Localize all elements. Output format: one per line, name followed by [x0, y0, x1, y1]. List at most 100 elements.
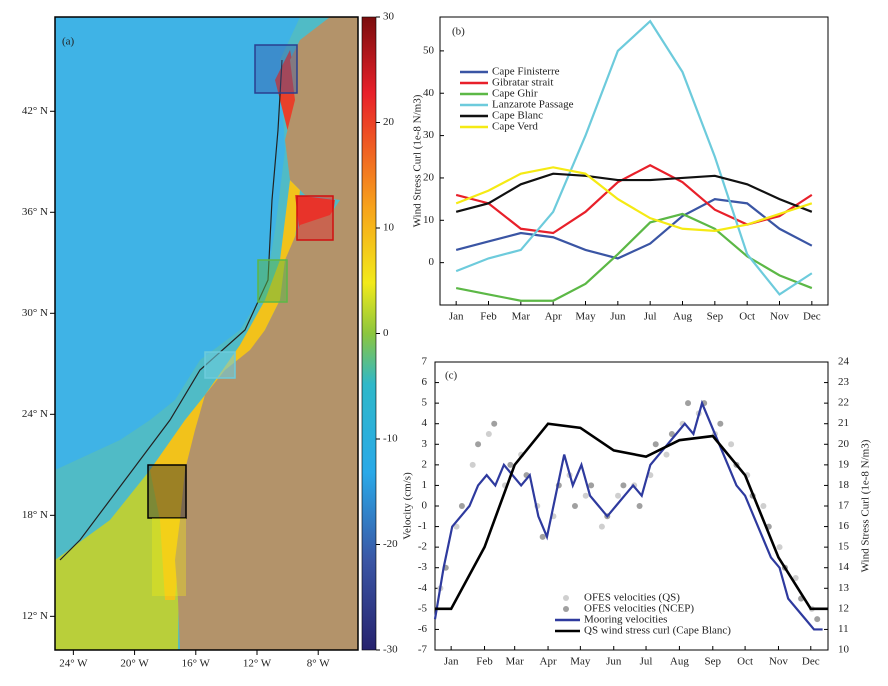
scatter-point — [453, 523, 460, 530]
legend-label: Cape Blanc — [492, 110, 543, 122]
scatter-point — [728, 441, 735, 448]
legend-label: Cape Ghir — [492, 88, 538, 100]
y-tick-label: 36° N — [22, 206, 48, 218]
panel-label: (c) — [445, 370, 458, 382]
scatter-point — [615, 492, 622, 499]
x-tick-label: Mar — [512, 311, 531, 323]
legend-label: Cape Finisterre — [492, 66, 560, 78]
y-tick-label: 12° N — [22, 610, 48, 622]
y2-tick-label: 19 — [838, 458, 850, 470]
y2-tick-label: 10 — [838, 644, 850, 656]
x-tick-label: Oct — [739, 311, 755, 323]
contour — [59, 59, 283, 561]
y-tick-label: 30° N — [22, 307, 48, 319]
y-tick-label: 4 — [422, 417, 428, 429]
plot-frame-b — [439, 16, 829, 306]
y-tick-label: -3 — [418, 561, 428, 573]
box-blanc — [147, 464, 187, 519]
y-tick-label: 5 — [422, 397, 428, 409]
x-tick-label: Nov — [769, 656, 788, 668]
legend-label: Lanzarote Passage — [492, 99, 574, 111]
colorbar-tick-label: -10 — [383, 433, 398, 445]
y2-tick-label: 18 — [838, 479, 850, 491]
y2-axis-label: Wind Stress Curl (1e-8 N/m3) — [860, 439, 872, 572]
y-tick-label: 50 — [423, 44, 435, 56]
scatter-point — [571, 503, 578, 509]
scatter-point — [539, 533, 546, 540]
scatter-point — [582, 492, 589, 499]
colorbar-tick-label: 20 — [383, 116, 395, 128]
x-tick-label: Sep — [707, 311, 724, 323]
scatter-point — [717, 420, 724, 427]
y2-tick-label: 24 — [838, 356, 850, 368]
scatter-point — [776, 544, 783, 551]
scatter-point — [652, 441, 659, 448]
series-line — [455, 166, 813, 232]
scatter-point — [469, 461, 476, 468]
y-tick-label: 40 — [423, 87, 435, 99]
x-tick-label: 16° W — [182, 658, 211, 670]
x-tick-label: Apr — [545, 311, 562, 323]
legend-label: Cape Verd — [492, 121, 538, 133]
y-tick-label: 1 — [422, 479, 428, 491]
series-line — [433, 399, 823, 631]
y-axis-label: Velocity (cm/s) — [402, 472, 414, 540]
x-tick-label: Oct — [737, 656, 753, 668]
colorbar-tick-label: 30 — [383, 11, 395, 23]
y2-tick-label: 17 — [838, 500, 850, 512]
series-line — [455, 197, 813, 260]
y2-tick-label: 21 — [838, 417, 849, 429]
colorbar-tick-label: 0 — [383, 327, 389, 339]
x-tick-label: Jan — [449, 311, 464, 323]
x-tick-label: Feb — [476, 656, 493, 668]
scatter-point — [458, 503, 465, 509]
y2-tick-label: 22 — [838, 397, 849, 409]
x-tick-label: 12° W — [243, 658, 272, 670]
y2-tick-label: 14 — [838, 561, 850, 573]
y2-tick-label: 23 — [838, 376, 850, 388]
y-tick-label: 6 — [422, 376, 428, 388]
scatter-point — [598, 523, 605, 530]
x-tick-label: Aug — [673, 311, 692, 323]
scatter-point — [588, 482, 595, 489]
land — [175, 17, 358, 650]
y-tick-label: 3 — [422, 438, 428, 450]
scatter-point — [814, 616, 821, 623]
colorbar-tick-label: -20 — [383, 538, 398, 550]
x-tick-label: Mar — [506, 656, 525, 668]
panel-label: (b) — [452, 26, 465, 38]
y-tick-label: -5 — [418, 602, 428, 614]
x-tick-label: Dec — [803, 311, 821, 323]
y-tick-label: -4 — [418, 582, 428, 594]
x-tick-label: May — [575, 311, 596, 323]
series-line — [455, 172, 813, 213]
scatter-point — [760, 503, 767, 509]
legend-label: QS wind stress curl (Cape Blanc) — [584, 625, 731, 637]
x-tick-label: May — [570, 656, 591, 668]
y-tick-label: 20 — [423, 171, 435, 183]
colorbar-tick-label: -30 — [383, 644, 398, 656]
x-tick-label: Feb — [480, 311, 497, 323]
y-tick-label: 30 — [423, 129, 435, 141]
scatter-point — [685, 400, 692, 407]
x-tick-label: Aug — [670, 656, 689, 668]
series-line — [455, 212, 813, 302]
y-tick-label: 7 — [422, 356, 428, 368]
x-tick-label: 24° W — [59, 658, 88, 670]
box-verd — [152, 518, 186, 596]
y-tick-label: 24° N — [22, 408, 48, 420]
legend-label: OFES velocities (NCEP) — [584, 603, 694, 615]
colorbar — [361, 16, 377, 651]
x-tick-label: Jul — [644, 311, 657, 323]
series-line — [455, 163, 813, 235]
y2-tick-label: 20 — [838, 438, 850, 450]
scatter-point — [792, 575, 799, 581]
panel-label: (a) — [62, 36, 75, 48]
series-line — [455, 19, 813, 296]
x-tick-label: 20° W — [120, 658, 149, 670]
scatter-point — [668, 431, 675, 437]
y2-tick-label: 16 — [838, 520, 850, 532]
x-tick-label: Jul — [640, 656, 653, 668]
y2-tick-label: 11 — [838, 623, 849, 635]
